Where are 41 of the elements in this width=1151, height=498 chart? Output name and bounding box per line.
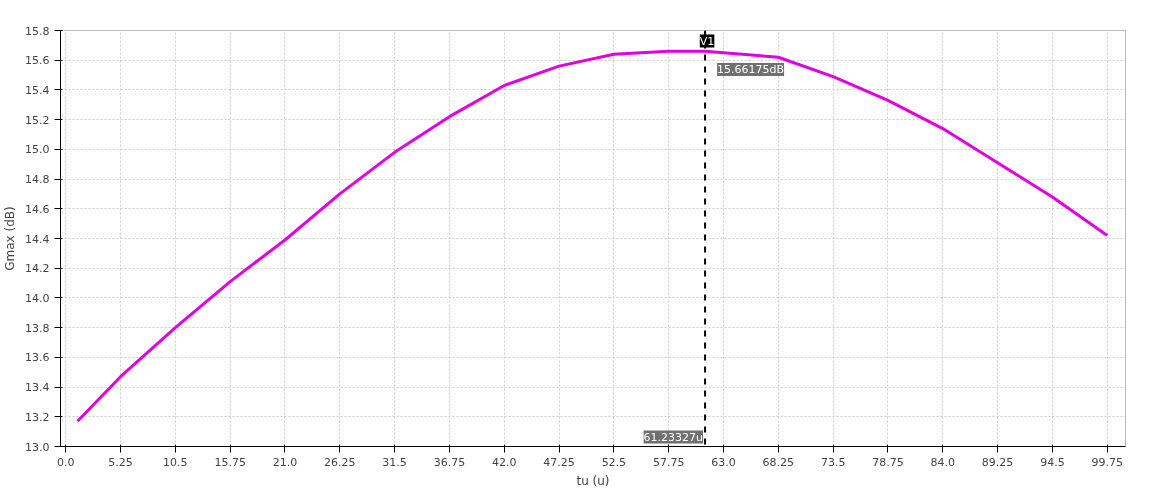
x-tick-label: 52.5 xyxy=(601,455,627,469)
y-tick-label: 15.0 xyxy=(25,143,50,157)
x-tick-label: 26.25 xyxy=(324,455,356,469)
y-tick-label: 15.2 xyxy=(25,113,50,127)
y-tick-label: 14.6 xyxy=(25,202,50,216)
x-tick-label: 21.0 xyxy=(272,455,298,469)
y-tick-label: 14.8 xyxy=(25,173,50,187)
x-tick-label: 36.75 xyxy=(433,455,466,469)
y-tick-label: 14.2 xyxy=(25,262,50,276)
x-tick-label: 57.75 xyxy=(652,455,685,469)
x-tick-label: 73.5 xyxy=(820,455,846,469)
x-tick-label: 5.25 xyxy=(108,455,133,469)
x-tick-label: 63.0 xyxy=(711,455,736,469)
y-tick-label: 13.6 xyxy=(25,351,50,365)
x-tick-label: 78.75 xyxy=(872,455,904,469)
y-tick-label: 13.2 xyxy=(25,410,50,424)
annotation: 15.66175dB xyxy=(717,63,785,77)
x-tick-label: 0.0 xyxy=(56,455,75,469)
y-axis-title: Gmax (dB) xyxy=(3,206,18,271)
y-tick-label: 13.0 xyxy=(25,440,50,454)
x-tick-label: 68.25 xyxy=(762,455,795,469)
x-tick-label: 42.0 xyxy=(492,455,517,469)
x-tick-label: 99.75 xyxy=(1091,455,1123,469)
x-tick-label: 10.5 xyxy=(163,455,188,469)
y-tick-label: 13.4 xyxy=(25,381,50,395)
x-tick-label: 89.25 xyxy=(981,455,1014,469)
y-tick-label: 14.4 xyxy=(25,232,50,246)
x-tick-label: 15.75 xyxy=(214,455,246,469)
y-tick-label: 15.6 xyxy=(25,54,50,68)
x-axis-title: tu (u) xyxy=(576,473,610,488)
ref-line-label: V1 xyxy=(699,34,715,48)
x-tick-label: 84.0 xyxy=(930,455,956,469)
annotation: 61.23327u xyxy=(643,430,704,444)
line-series xyxy=(76,49,1109,423)
y-tick-label: 14.0 xyxy=(25,291,50,305)
x-tick-label: 47.25 xyxy=(543,455,575,469)
y-tick-label: 13.8 xyxy=(25,321,50,335)
x-tick-label: 31.5 xyxy=(382,455,407,469)
x-tick-label: 94.5 xyxy=(1040,455,1065,469)
y-tick-label: 15.8 xyxy=(25,24,50,38)
y-tick-label: 15.4 xyxy=(25,83,50,97)
